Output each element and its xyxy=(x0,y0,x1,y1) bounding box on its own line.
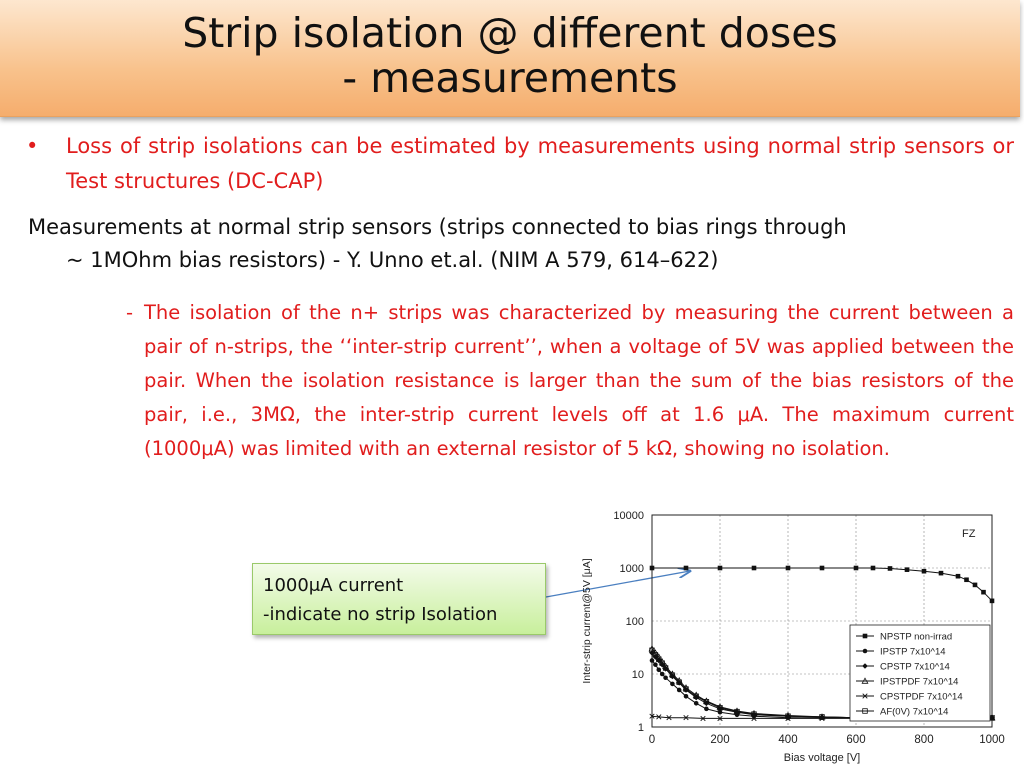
data-point xyxy=(649,565,655,571)
data-point xyxy=(717,715,723,722)
data-point xyxy=(853,565,859,571)
x-axis-label: Bias voltage [V] xyxy=(784,752,860,764)
data-point xyxy=(683,565,689,571)
data-point xyxy=(656,667,662,673)
data-point xyxy=(955,573,961,579)
data-point xyxy=(717,565,723,571)
data-point xyxy=(904,567,910,572)
inter-strip-current-chart: 0 200 400 600 800 1000 1 10 100 1000 10000 FZ Bias… xyxy=(581,510,1005,764)
data-point xyxy=(649,647,655,654)
data-point xyxy=(700,715,706,722)
y-tick-label: 10 xyxy=(632,669,644,681)
data-point xyxy=(862,648,868,654)
data-point xyxy=(750,709,758,717)
data-point xyxy=(676,687,682,693)
callout-box: 1000μA current -indicate no strip Isolat… xyxy=(252,563,546,635)
data-point xyxy=(819,565,825,571)
measurement-paragraph: Measurements at normal strip sensors (st… xyxy=(28,211,1014,277)
data-point xyxy=(717,705,723,711)
data-point xyxy=(989,598,995,604)
data-point xyxy=(656,656,662,662)
data-point xyxy=(734,708,740,715)
data-point xyxy=(785,565,791,571)
data-point xyxy=(870,565,876,571)
data-point xyxy=(663,675,668,681)
data-point xyxy=(862,708,868,714)
data-point xyxy=(938,570,944,576)
y-axis-label: Inter-strip current@5V [μA] xyxy=(581,558,593,683)
dash-marker: - xyxy=(126,301,134,324)
data-point xyxy=(819,714,825,720)
data-point xyxy=(717,709,723,715)
chart-ticks: 0 200 400 600 800 1000 1 10 100 1000 10000 xyxy=(613,510,1004,746)
data-point xyxy=(666,715,672,721)
slide-title-line-1: Strip isolation @ different doses xyxy=(182,9,838,57)
data-point xyxy=(861,677,869,684)
sub-paragraph: - The isolation of the n+ strips was cha… xyxy=(126,296,1014,466)
data-point xyxy=(972,582,978,588)
paragraph-line-1: Measurements at normal strip sensors (st… xyxy=(28,215,847,239)
data-point xyxy=(693,693,699,699)
legend-entry: CPSTP 7x10^14 xyxy=(880,662,950,673)
legend-entry: AF(0V) 7x10^14 xyxy=(880,707,948,718)
data-point xyxy=(659,671,665,677)
data-point xyxy=(659,660,665,666)
callout-line-1: 1000μA current xyxy=(263,575,404,596)
x-tick-label: 600 xyxy=(846,734,865,746)
x-tick-label: 0 xyxy=(649,734,655,746)
bullet-dot: • xyxy=(26,134,39,158)
data-point xyxy=(683,693,689,699)
data-point xyxy=(656,714,662,720)
y-tick-label: 1000 xyxy=(620,563,644,575)
data-point xyxy=(716,703,724,710)
x-tick-label: 800 xyxy=(914,734,933,746)
data-point xyxy=(862,633,868,639)
data-point xyxy=(751,711,757,717)
data-point xyxy=(669,672,676,678)
legend-entry: CPSTPDF 7x10^14 xyxy=(880,692,963,703)
data-point xyxy=(751,565,757,571)
plot-frame xyxy=(651,514,993,728)
data-point xyxy=(785,713,791,719)
chart-annotation: FZ xyxy=(962,528,976,540)
bullet-item: • Loss of strip isolations can be estima… xyxy=(26,129,1014,199)
data-point xyxy=(981,589,986,595)
x-tick-label: 200 xyxy=(710,734,729,746)
series-0 xyxy=(649,565,995,604)
data-point xyxy=(921,568,927,574)
legend-box xyxy=(849,624,991,722)
data-point xyxy=(683,686,689,692)
data-point xyxy=(862,693,868,699)
data-point xyxy=(662,665,669,671)
bullet-text: Loss of strip isolations can be estimate… xyxy=(66,134,1014,193)
paragraph-line-2: ~ 1MOhm bias resistors) - Y. Unno et.al.… xyxy=(66,248,719,272)
data-point xyxy=(649,658,655,663)
data-point xyxy=(693,701,699,706)
chart-legend: NPSTP non-irrad IPSTP 7x10^14 CPSTP 7x10^1… xyxy=(849,624,991,722)
legend-entry: IPSTPDF 7x10^14 xyxy=(880,677,958,688)
title-banner: Strip isolation @ different doses - meas… xyxy=(0,0,1020,117)
callout-line-2: -indicate no strip Isolation xyxy=(263,604,498,625)
data-point xyxy=(703,699,710,705)
y-tick-label: 1 xyxy=(638,722,644,734)
data-point xyxy=(751,715,757,722)
data-point xyxy=(887,566,893,571)
data-point xyxy=(676,679,682,685)
slide-title-line-2: - measurements xyxy=(342,54,678,102)
data-point xyxy=(784,711,792,719)
data-point xyxy=(964,577,969,583)
data-point xyxy=(652,652,659,658)
y-tick-label: 10000 xyxy=(613,510,644,522)
x-tick-label: 1000 xyxy=(979,734,1005,746)
legend-entry: NPSTP non-irrad xyxy=(880,632,952,643)
x-tick-label: 400 xyxy=(778,734,797,746)
data-point xyxy=(704,706,709,712)
sub-paragraph-text: The isolation of the n+ strips was chara… xyxy=(144,301,1014,460)
data-point xyxy=(670,681,675,687)
data-point xyxy=(649,713,655,719)
y-tick-label: 100 xyxy=(626,616,644,628)
data-point xyxy=(683,715,689,721)
legend-entry: IPSTP 7x10^14 xyxy=(880,647,946,658)
data-point xyxy=(653,662,658,667)
